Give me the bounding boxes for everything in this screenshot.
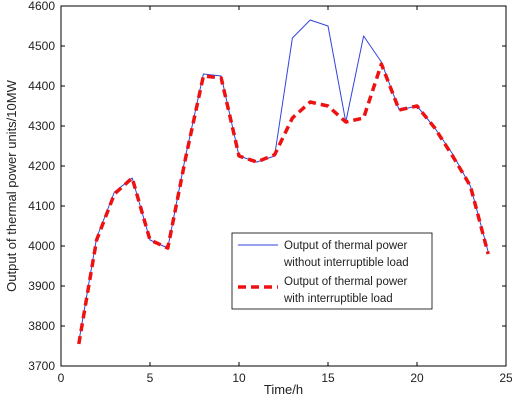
y-axis-label: Output of thermal power units/10MW [4, 79, 19, 291]
legend-label-series-1-line-2: without interruptible load [283, 257, 409, 269]
y-tick-label: 3900 [28, 279, 55, 293]
x-tick-label: 0 [58, 371, 65, 385]
plot-area [60, 5, 507, 367]
y-axis-ticks: 3700 3800 3900 4000 4100 4200 4300 4400 4500 4600 [28, 0, 506, 373]
series-line-1 [78, 19, 489, 343]
legend-label-series-2-line-1: Output of thermal power [284, 276, 408, 288]
x-tick-label: 15 [321, 371, 335, 385]
x-axis-ticks: 0 5 10 15 20 25 [58, 6, 512, 385]
y-tick-label: 4100 [28, 199, 55, 213]
y-tick-label: 4600 [28, 0, 55, 13]
legend: Output of thermal power without interrup… [231, 232, 433, 310]
legend-box [231, 232, 433, 310]
y-tick-label: 4200 [28, 159, 55, 173]
series-layer [77, 19, 490, 345]
y-tick-label: 3700 [28, 359, 55, 373]
x-axis-label: Time/h [264, 382, 303, 397]
y-tick-label: 3800 [28, 319, 55, 333]
x-tick-label: 25 [499, 371, 512, 385]
y-tick-label: 4000 [28, 239, 55, 253]
y-tick-label: 4400 [28, 79, 55, 93]
legend-label-series-1-line-1: Output of thermal power [284, 240, 408, 252]
y-tick-label: 4500 [28, 39, 55, 53]
y-tick-label: 4300 [28, 119, 55, 133]
x-tick-label: 10 [232, 371, 246, 385]
legend-label-series-2-line-2: with interruptible load [283, 293, 393, 305]
x-tick-label: 20 [410, 371, 424, 385]
x-tick-label: 5 [147, 371, 154, 385]
